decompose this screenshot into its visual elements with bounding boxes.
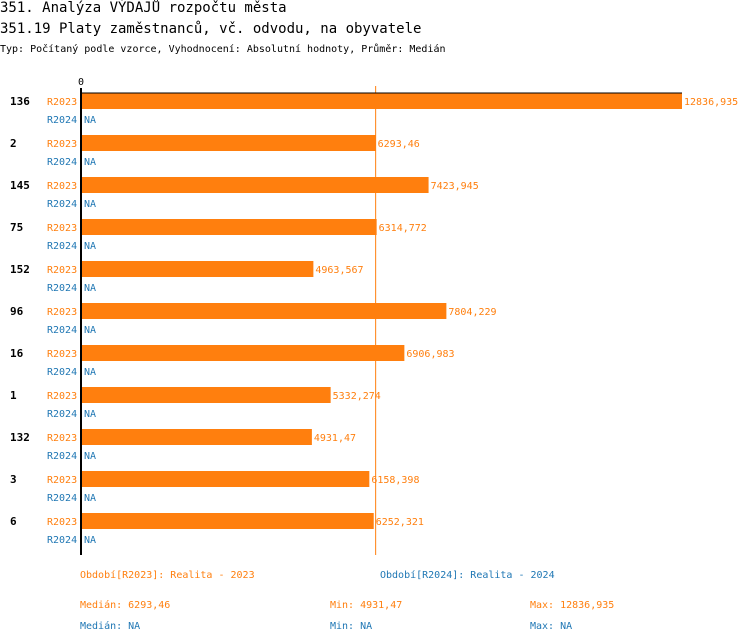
category-label: 152 <box>10 263 30 276</box>
series-label-r2024: R2024 <box>47 451 77 462</box>
value-label-r2023: 4963,567 <box>315 265 363 276</box>
page-title: 351. Analýza VÝDAJŮ rozpočtu města <box>0 0 287 16</box>
series-label-r2023: R2023 <box>47 139 77 150</box>
value-label-r2024: NA <box>84 367 96 378</box>
axis-zero-label: 0 <box>78 77 84 88</box>
series-label-r2023: R2023 <box>47 307 77 318</box>
value-label-r2023: 6158,398 <box>371 475 419 486</box>
page-subtitle: 351.19 Platy zaměstnanců, vč. odvodu, na… <box>0 21 422 37</box>
category-label: 3 <box>10 473 17 486</box>
bar-r2023 <box>81 471 370 487</box>
series-label-r2023: R2023 <box>47 349 77 360</box>
series-label-r2023: R2023 <box>47 433 77 444</box>
series-label-r2024: R2024 <box>47 493 77 504</box>
category-label: 16 <box>10 347 24 360</box>
value-label-r2023: 6252,321 <box>376 517 424 528</box>
bar-r2023 <box>81 387 331 403</box>
legend-r2024: Období[R2024]: Realita - 2024 <box>380 570 555 581</box>
bar-r2023 <box>81 513 374 529</box>
value-label-r2023: 12836,935 <box>684 97 738 108</box>
value-label-r2024: NA <box>84 199 96 210</box>
category-label: 2 <box>10 137 17 150</box>
series-label-r2023: R2023 <box>47 475 77 486</box>
series-label-r2024: R2024 <box>47 199 77 210</box>
series-label-r2024: R2024 <box>47 241 77 252</box>
category-label: 136 <box>10 95 30 108</box>
series-label-r2024: R2024 <box>47 325 77 336</box>
r2024-max: Max: NA <box>530 621 573 632</box>
legend-r2023: Období[R2023]: Realita - 2023 <box>80 570 255 581</box>
bar-r2023 <box>81 429 312 445</box>
r2024-median: Medián: NA <box>80 621 141 632</box>
bar-r2023 <box>81 219 377 235</box>
value-label-r2023: 7804,229 <box>448 307 496 318</box>
value-label-r2024: NA <box>84 451 96 462</box>
series-label-r2024: R2024 <box>47 115 77 126</box>
category-label: 145 <box>10 179 30 192</box>
value-label-r2023: 6906,983 <box>406 349 454 360</box>
category-label: 132 <box>10 431 30 444</box>
value-label-r2024: NA <box>84 157 96 168</box>
series-label-r2023: R2023 <box>47 181 77 192</box>
value-label-r2024: NA <box>84 409 96 420</box>
value-label-r2023: 4931,47 <box>314 433 356 444</box>
value-label-r2023: 7423,945 <box>431 181 479 192</box>
series-label-r2024: R2024 <box>47 157 77 168</box>
value-label-r2024: NA <box>84 115 96 126</box>
series-label-r2024: R2024 <box>47 409 77 420</box>
category-label: 1 <box>10 389 17 402</box>
value-label-r2024: NA <box>84 283 96 294</box>
series-label-r2023: R2023 <box>47 517 77 528</box>
series-label-r2024: R2024 <box>47 283 77 294</box>
value-label-r2024: NA <box>84 493 96 504</box>
value-label-r2024: NA <box>84 241 96 252</box>
bar-r2023 <box>81 345 405 361</box>
category-label: 6 <box>10 515 17 528</box>
series-label-r2023: R2023 <box>47 97 77 108</box>
bar-r2023 <box>81 303 447 319</box>
r2023-median: Medián: 6293,46 <box>80 600 171 611</box>
r2023-min: Min: 4931,47 <box>330 600 403 611</box>
r2023-max: Max: 12836,935 <box>530 600 615 611</box>
page-info: Typ: Počítaný podle vzorce, Vyhodnocení:… <box>0 44 446 55</box>
value-label-r2024: NA <box>84 535 96 546</box>
bar-r2023 <box>81 261 314 277</box>
series-label-r2023: R2023 <box>47 265 77 276</box>
series-label-r2023: R2023 <box>47 391 77 402</box>
bar-r2023 <box>81 177 429 193</box>
bar-r2023 <box>81 135 376 151</box>
value-label-r2024: NA <box>84 325 96 336</box>
bar-r2023 <box>81 93 682 109</box>
value-label-r2023: 6314,772 <box>379 223 427 234</box>
value-label-r2023: 6293,46 <box>378 139 420 150</box>
category-label: 75 <box>10 221 23 234</box>
series-label-r2024: R2024 <box>47 535 77 546</box>
value-label-r2023: 5332,274 <box>333 391 381 402</box>
series-label-r2023: R2023 <box>47 223 77 234</box>
series-label-r2024: R2024 <box>47 367 77 378</box>
category-label: 96 <box>10 305 24 318</box>
r2024-min: Min: NA <box>330 621 373 632</box>
